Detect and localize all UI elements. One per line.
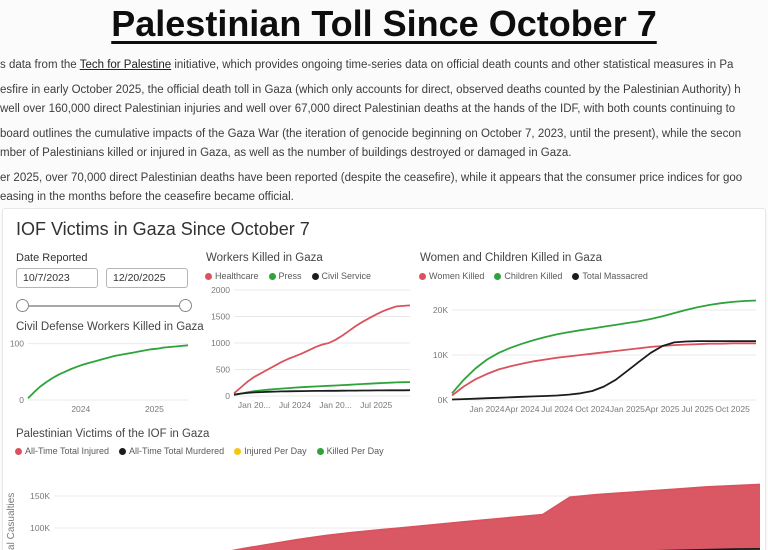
legend-label: Women Killed (429, 271, 485, 281)
legend-item[interactable]: Children Killed (494, 271, 562, 281)
svg-text:500: 500 (216, 365, 230, 375)
svg-text:0K: 0K (438, 395, 449, 405)
legend-item[interactable]: Total Massacred (572, 271, 648, 281)
workers-chart[interactable]: 0 500 1000 1500 2000 Jan 20... Jul 2024 Jan 20.… (204, 284, 416, 416)
svg-text:Total Casualties: Total Casualties (6, 493, 17, 550)
legend-label: All-Time Total Murdered (129, 446, 225, 456)
svg-text:Jan 2024: Jan 2024 (469, 404, 504, 414)
dashboard-title: IOF Victims in Gaza Since October 7 (16, 219, 310, 239)
legend-label: Total Massacred (582, 271, 648, 281)
svg-text:2024: 2024 (71, 404, 90, 414)
svg-text:100K: 100K (30, 523, 50, 533)
workers-legend: Healthcare Press Civil Service (205, 271, 371, 281)
intro-line: esfire in early October 2025, the offici… (0, 84, 741, 96)
intro-paragraph: er 2025, over 70,000 direct Palestinian … (0, 169, 768, 207)
svg-text:1500: 1500 (211, 312, 230, 322)
legend-item[interactable]: Healthcare (205, 271, 259, 281)
svg-text:Oct 2024: Oct 2024 (575, 404, 610, 414)
svg-text:20K: 20K (433, 305, 448, 315)
chart-title-victims: Palestinian Victims of the IOF in Gaza (16, 428, 210, 440)
page-title: Palestinian Toll Since October 7 (111, 3, 657, 44)
svg-text:Apr 2025: Apr 2025 (645, 404, 680, 414)
svg-text:Apr 2024: Apr 2024 (505, 404, 540, 414)
svg-text:150K: 150K (30, 491, 50, 501)
legend-item[interactable]: Women Killed (419, 271, 484, 281)
legend-dot-icon (119, 447, 127, 455)
svg-text:1000: 1000 (211, 338, 230, 348)
legend-label: Healthcare (215, 271, 259, 281)
intro-paragraph: s data from the Tech for Palestine initi… (0, 56, 768, 75)
legend-label: All-Time Total Injured (25, 446, 110, 456)
legend-item[interactable]: Killed Per Day (316, 446, 384, 456)
intro-line: board outlines the cumulative impacts of… (0, 128, 742, 140)
svg-text:Jul 2024: Jul 2024 (279, 400, 311, 410)
slider-selected-range (22, 305, 186, 307)
svg-text:Oct 2025: Oct 2025 (715, 404, 750, 414)
svg-text:Jan 20...: Jan 20... (319, 400, 352, 410)
svg-text:2000: 2000 (211, 285, 230, 295)
legend-dot-icon (311, 272, 319, 280)
legend-dot-icon (268, 272, 276, 280)
legend-item[interactable]: Injured Per Day (234, 446, 307, 456)
date-slicer-label: Date Reported (16, 252, 88, 264)
svg-text:0: 0 (225, 391, 230, 401)
svg-text:Jan 2025: Jan 2025 (610, 404, 645, 414)
intro-line: s data from the Tech for Palestine initi… (0, 59, 733, 71)
svg-text:Jul 2024: Jul 2024 (541, 404, 573, 414)
victims-legend: All-Time Total Injured All-Time Total Mur… (15, 446, 384, 456)
date-range-slider[interactable] (16, 298, 192, 314)
svg-text:Jul 2025: Jul 2025 (682, 404, 714, 414)
legend-label: Children Killed (504, 271, 563, 281)
svg-text:10K: 10K (433, 350, 448, 360)
legend-dot-icon (316, 447, 324, 455)
intro-paragraph: board outlines the cumulative impacts of… (0, 125, 768, 163)
legend-dot-icon (572, 272, 580, 280)
legend-label: Civil Service (321, 271, 372, 281)
intro-line: er 2025, over 70,000 direct Palestinian … (0, 172, 743, 184)
legend-dot-icon (494, 272, 502, 280)
legend-item[interactable]: Press (268, 271, 302, 281)
legend-dot-icon (15, 447, 22, 455)
intro-paragraph: esfire in early October 2025, the offici… (0, 81, 768, 119)
intro-line-post: initiative, which provides ongoing time-… (171, 59, 734, 71)
slider-handle-end[interactable] (179, 299, 192, 312)
date-start-input[interactable]: 10/7/2023 (16, 268, 98, 288)
legend-item[interactable]: Civil Service (311, 271, 372, 281)
svg-text:0: 0 (19, 395, 24, 405)
svg-text:100: 100 (10, 339, 24, 349)
chart-title-workers: Workers Killed in Gaza (206, 252, 323, 264)
intro-line: well over 160,000 direct Palestinian inj… (0, 103, 736, 115)
legend-dot-icon (205, 272, 212, 280)
svg-text:2025: 2025 (145, 404, 164, 414)
date-end-input[interactable]: 12/20/2025 (106, 268, 188, 288)
women-children-chart[interactable]: 0K 10K 20K Jan 2024 Apr 2024 Jul 2024 Oct 2024… (418, 284, 764, 424)
chart-title-women-children: Women and Children Killed in Gaza (420, 252, 602, 264)
legend-label: Injured Per Day (244, 446, 307, 456)
legend-dot-icon (234, 447, 242, 455)
legend-item[interactable]: All-Time Total Injured (15, 446, 109, 456)
legend-label: Killed Per Day (326, 446, 384, 456)
intro-line: easing in the months before the ceasefir… (0, 191, 294, 203)
tech-for-palestine-link[interactable]: Tech for Palestine (79, 59, 172, 71)
women-children-legend: Women Killed Children Killed Total Massacr… (419, 271, 648, 281)
intro-line-pre: s data from the (0, 59, 80, 71)
legend-label: Press (278, 271, 302, 281)
svg-text:Jan 20...: Jan 20... (238, 400, 271, 410)
intro-line: mber of Palestinians killed or injured i… (0, 147, 572, 159)
legend-dot-icon (419, 272, 426, 280)
slider-handle-start[interactable] (16, 299, 29, 312)
svg-text:Jul 2025: Jul 2025 (360, 400, 392, 410)
legend-item[interactable]: All-Time Total Murdered (119, 446, 224, 456)
civil-defense-chart[interactable]: 0 100 2024 2025 (2, 334, 194, 416)
chart-title-civil-defense: Civil Defense Workers Killed in Gaza (16, 321, 204, 333)
intro-text: s data from the Tech for Palestine initi… (0, 56, 768, 213)
victims-area-chart[interactable]: 100K 150K Total Casualties (2, 460, 766, 550)
